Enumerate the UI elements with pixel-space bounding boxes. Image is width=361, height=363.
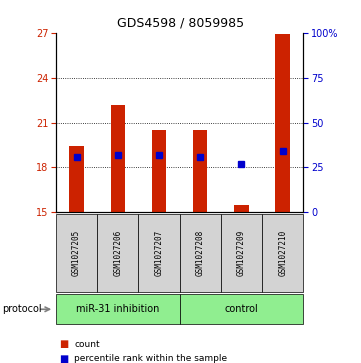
Bar [69, 147, 84, 212]
Text: miR-31 inhibition: miR-31 inhibition [76, 304, 160, 314]
Text: ■: ■ [60, 354, 69, 363]
Text: GSM1027208: GSM1027208 [196, 230, 205, 276]
Text: percentile rank within the sample: percentile rank within the sample [74, 354, 227, 363]
Text: GDS4598 / 8059985: GDS4598 / 8059985 [117, 16, 244, 29]
Text: GSM1027205: GSM1027205 [72, 230, 81, 276]
Bar [193, 130, 208, 212]
Text: control: control [225, 304, 258, 314]
Text: GSM1027206: GSM1027206 [113, 230, 122, 276]
Bar [110, 105, 125, 212]
Text: GSM1027207: GSM1027207 [155, 230, 164, 276]
Text: ■: ■ [60, 339, 69, 349]
Text: GSM1027209: GSM1027209 [237, 230, 246, 276]
Bar [275, 34, 290, 212]
Text: count: count [74, 340, 100, 348]
Text: GSM1027210: GSM1027210 [278, 230, 287, 276]
Bar [234, 205, 249, 212]
Text: protocol: protocol [2, 304, 42, 314]
Bar [152, 130, 166, 212]
